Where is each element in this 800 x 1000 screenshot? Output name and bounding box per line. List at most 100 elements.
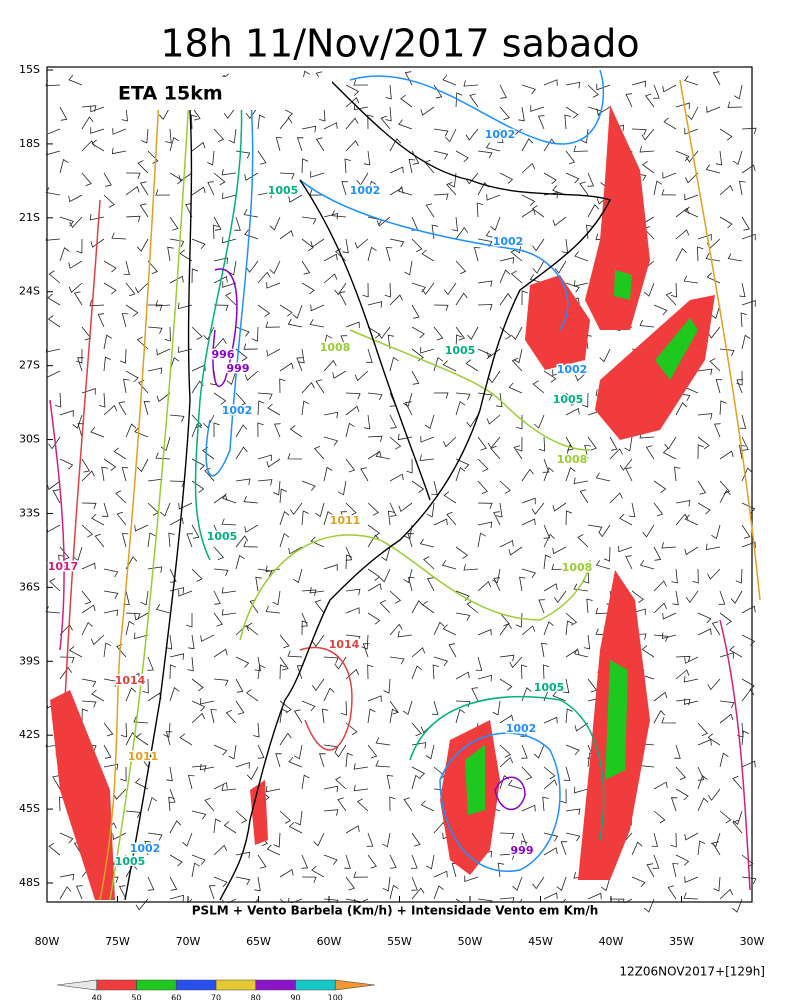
wind-barb (560, 788, 567, 804)
wind-barb (644, 282, 655, 297)
wind-barb (125, 673, 140, 680)
wind-barb (323, 253, 338, 262)
wind-barb (455, 260, 467, 275)
wind-barb (125, 215, 141, 223)
wind-barb (345, 84, 360, 96)
wind-barb (455, 612, 471, 621)
wind-barb (367, 392, 383, 401)
wind-barb (265, 785, 281, 793)
wind-barb (301, 612, 308, 627)
wind-barb (519, 576, 526, 592)
wind-barb (386, 774, 394, 790)
wind-barb (301, 480, 316, 491)
wind-barb (573, 583, 589, 592)
wind-barb (473, 247, 481, 262)
wind-barb (499, 539, 514, 548)
wind-barb (191, 423, 202, 438)
wind-barb (389, 708, 398, 724)
wind-barb (203, 414, 215, 429)
wind-barb (402, 392, 413, 408)
isobar-label: 1005 (115, 855, 146, 868)
wind-barb (537, 115, 545, 130)
wind-barb (512, 876, 523, 891)
wind-barb (543, 554, 552, 570)
isobar-label: 996 (212, 348, 235, 361)
wind-barb (340, 700, 348, 716)
wind-barb (45, 346, 61, 353)
wind-barb (213, 844, 228, 856)
wind-barb (222, 493, 237, 504)
wind-barb (420, 436, 435, 443)
wind-barb (710, 832, 721, 848)
wind-barb (408, 158, 416, 174)
wind-barb (411, 876, 418, 891)
wind-barb (697, 233, 712, 241)
wind-barb (385, 84, 392, 100)
wind-barb (113, 447, 127, 460)
wind-barb (493, 511, 501, 526)
wind-barb (48, 842, 61, 856)
wind-barb (455, 458, 470, 470)
wind-barb (643, 898, 655, 913)
wind-barb (213, 422, 220, 437)
wind-barb (697, 436, 710, 450)
wind-barb (59, 106, 68, 121)
wind-barb (564, 114, 571, 130)
wind-barb (273, 832, 281, 848)
wind-barb (719, 480, 731, 495)
wind-barb (653, 810, 666, 824)
wind-barb (445, 128, 457, 143)
wind-barb (301, 238, 314, 252)
wind-barb (661, 189, 677, 196)
wind-barb (541, 642, 548, 658)
wind-barb (266, 282, 281, 289)
wind-barb (186, 533, 193, 548)
wind-barb (697, 612, 712, 624)
wind-barb (221, 609, 237, 616)
wind-barb (508, 382, 523, 394)
wind-barb (363, 150, 371, 166)
wind-barb (169, 894, 184, 902)
wind-barb (103, 356, 111, 372)
wind-barb (496, 392, 503, 408)
wind-barb (81, 502, 97, 510)
wind-barb (289, 502, 303, 515)
wind-barb (521, 840, 528, 856)
wind-barb (121, 533, 129, 548)
wind-barb (121, 467, 129, 482)
wind-barb (493, 577, 501, 592)
wind-barb (185, 203, 193, 218)
wind-barb (530, 105, 545, 112)
wind-barb (293, 709, 303, 724)
wind-barb (235, 810, 248, 824)
wind-barb (486, 194, 501, 201)
wind-barb (81, 388, 96, 395)
wind-barb (341, 181, 348, 196)
wind-barb (433, 885, 444, 900)
wind-barb (697, 840, 706, 856)
wind-barb (713, 876, 721, 892)
title: 18h 11/Nov/2017 sabado (160, 22, 639, 66)
wind-barb (125, 612, 141, 620)
wind-barb (90, 634, 105, 646)
lon-label: 60W (317, 935, 342, 948)
wind-barb (288, 822, 303, 834)
wind-barb (279, 634, 290, 649)
wind-barb (631, 128, 647, 136)
wind-barb (464, 875, 479, 883)
wind-barb (596, 83, 611, 91)
wind-barb (301, 876, 317, 883)
wind-barb (213, 546, 225, 561)
wind-barb (367, 695, 382, 702)
wind-barb (265, 605, 281, 614)
wind-barb (243, 343, 259, 350)
wind-barb (163, 722, 171, 738)
wind-barb (490, 445, 501, 460)
wind-barb (335, 776, 347, 790)
wind-barb (411, 238, 423, 252)
wind-barb (207, 150, 215, 166)
wind-barb (469, 93, 479, 108)
wind-barb (697, 480, 707, 495)
wind-barb (279, 362, 294, 372)
wind-barb (601, 876, 611, 892)
